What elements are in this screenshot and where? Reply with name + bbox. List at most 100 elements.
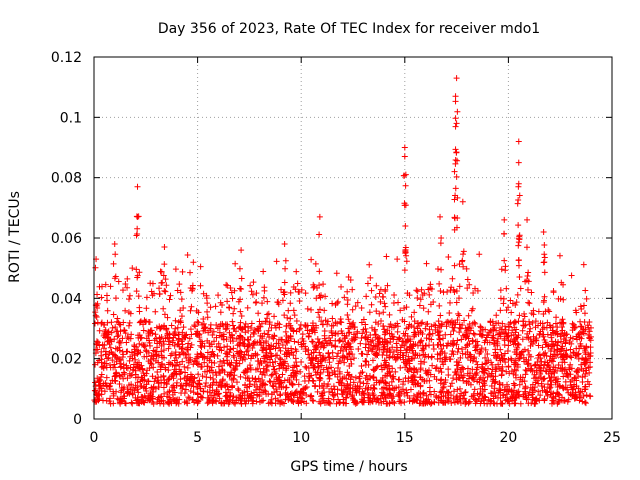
data-point [242,329,249,336]
x-tick-label: 10 [292,430,310,446]
data-point [445,372,452,379]
data-point [505,364,512,371]
data-point [395,391,402,398]
data-point [541,293,548,300]
data-point [464,341,471,348]
data-point [249,397,256,404]
data-point [474,346,481,353]
data-point [181,363,188,370]
data-point [516,274,523,281]
data-point [490,326,497,333]
data-point [460,377,467,384]
data-point [522,384,529,391]
data-point [158,280,165,287]
data-point [141,392,148,399]
data-point [266,356,273,363]
data-point [575,350,582,357]
data-point [425,308,432,315]
data-point [136,304,143,311]
data-point [160,373,167,380]
data-point [347,324,354,331]
data-point [285,395,292,402]
data-point [121,371,128,378]
data-point [453,149,460,156]
data-point [185,346,192,353]
data-point [235,385,242,392]
data-point [497,287,504,294]
data-point [410,341,417,348]
data-point [260,397,267,404]
data-point [168,350,175,357]
data-point [300,338,307,345]
data-point [241,343,248,350]
data-point [415,380,422,387]
data-point [433,394,440,401]
data-point [149,385,156,392]
data-point [272,345,279,352]
data-point [276,355,283,362]
data-point [110,364,117,371]
data-point [546,374,553,381]
data-point [238,247,245,254]
data-point [215,292,222,299]
data-point [172,349,179,356]
data-point [402,171,409,178]
data-point [507,297,514,304]
data-point [532,337,539,344]
data-point [380,309,387,316]
data-point [516,312,523,319]
data-point [231,305,238,312]
data-point [109,377,116,384]
data-point [114,333,121,340]
data-point [568,340,575,347]
data-point [135,332,142,339]
data-point [362,335,369,342]
data-point [386,382,393,389]
data-point [353,389,360,396]
data-point [517,374,524,381]
data-point [413,287,420,294]
data-point [106,349,113,356]
data-point [487,397,494,404]
data-point [120,351,127,358]
data-point [248,324,255,331]
data-point [272,352,279,359]
data-point [267,379,274,386]
data-point [316,231,323,238]
data-point [447,383,454,390]
data-point [148,384,155,391]
data-point [508,355,515,362]
data-point [521,313,528,320]
data-point [113,369,120,376]
data-point [514,291,521,298]
data-point [156,335,163,342]
data-point [217,309,224,316]
data-point [394,328,401,335]
x-tick-label: 25 [603,430,621,446]
data-point [444,288,451,295]
data-point [139,377,146,384]
data-point [370,384,377,391]
data-point [443,343,450,350]
data-point [411,318,418,325]
data-point [407,344,414,351]
data-point [554,330,561,337]
data-point [320,355,327,362]
data-point [160,397,167,404]
data-point [489,334,496,341]
data-point [400,356,407,363]
data-point [165,367,172,374]
data-point [452,192,459,199]
data-point [500,295,507,302]
data-point [213,386,220,393]
data-point [513,361,520,368]
data-point [470,289,477,296]
data-point [457,399,464,406]
data-point [302,363,309,370]
data-point [457,395,464,402]
data-point [312,369,319,376]
data-point [555,361,562,368]
data-point [114,315,121,322]
data-point [357,340,364,347]
